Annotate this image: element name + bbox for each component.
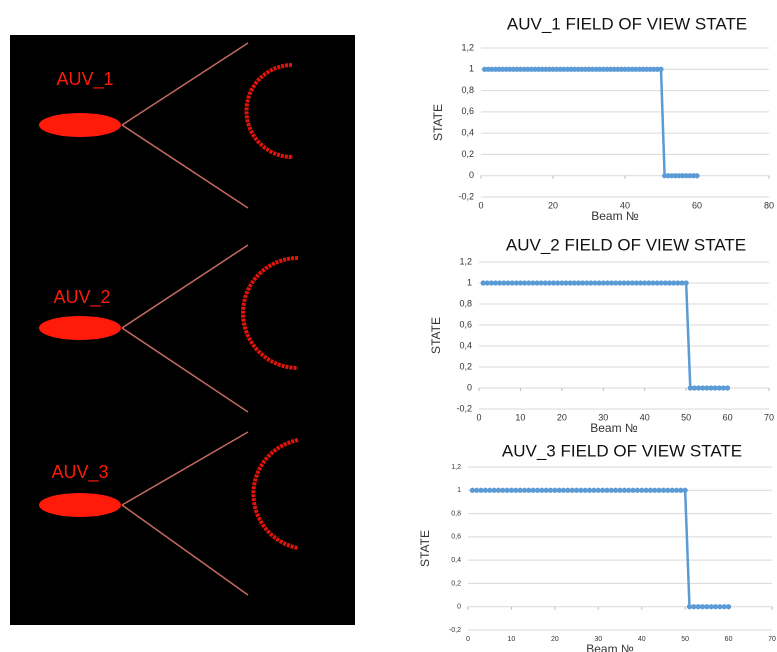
x-tick-label: 20 bbox=[551, 636, 559, 643]
chart-title: AUV_3 FIELD OF VIEW STATE bbox=[502, 441, 742, 460]
x-tick-label: 40 bbox=[638, 636, 646, 643]
auv-label: AUV_2 bbox=[53, 287, 110, 308]
y-tick-label: 0,4 bbox=[451, 557, 461, 564]
y-tick-label: 1 bbox=[457, 487, 461, 494]
page: AUV_1 AUV_2 AUV_3 AUV_1 FIELD OF VIEW ST… bbox=[0, 0, 777, 652]
y-tick-label: 1,2 bbox=[461, 42, 474, 52]
y-tick-label: 1 bbox=[467, 277, 472, 287]
x-tick-label: 60 bbox=[692, 200, 702, 210]
x-tick-label: 0 bbox=[476, 412, 481, 422]
x-tick-label: 50 bbox=[681, 412, 691, 422]
y-tick-label: 0,6 bbox=[461, 106, 474, 116]
data-line bbox=[483, 283, 727, 388]
y-tick-label: 0,8 bbox=[459, 298, 472, 308]
y-tick-label: 0 bbox=[467, 382, 472, 392]
x-tick-label: 10 bbox=[515, 412, 525, 422]
data-line bbox=[472, 490, 728, 606]
x-axis-label: Beam № bbox=[590, 421, 638, 435]
y-tick-label: 0 bbox=[469, 170, 474, 180]
x-tick-label: 40 bbox=[640, 412, 650, 422]
x-tick-label: 80 bbox=[764, 200, 774, 210]
data-point bbox=[683, 488, 688, 493]
x-axis-label: Beam № bbox=[586, 642, 634, 652]
x-tick-label: 50 bbox=[681, 636, 689, 643]
y-axis-label: STATE bbox=[431, 104, 445, 141]
x-tick-label: 60 bbox=[725, 636, 733, 643]
x-tick-label: 0 bbox=[478, 200, 483, 210]
x-tick-label: 60 bbox=[723, 412, 733, 422]
y-tick-label: 0 bbox=[457, 604, 461, 611]
y-tick-label: 1,2 bbox=[459, 256, 472, 266]
y-tick-label: 0,2 bbox=[461, 149, 474, 159]
auv-body bbox=[39, 113, 121, 137]
y-tick-label: 0,2 bbox=[451, 580, 461, 587]
x-tick-label: 0 bbox=[466, 636, 470, 643]
y-tick-label: -0,2 bbox=[449, 627, 461, 634]
auv-body bbox=[39, 316, 121, 340]
y-tick-label: 0,4 bbox=[459, 340, 472, 350]
data-point bbox=[725, 385, 730, 390]
x-tick-label: 20 bbox=[557, 412, 567, 422]
x-tick-label: 10 bbox=[508, 636, 516, 643]
x-tick-label: 70 bbox=[764, 412, 774, 422]
y-tick-label: 0,8 bbox=[451, 510, 461, 517]
y-tick-label: 0,6 bbox=[451, 534, 461, 541]
data-point bbox=[684, 280, 689, 285]
y-tick-label: 1 bbox=[469, 64, 474, 74]
x-tick-label: 20 bbox=[548, 200, 558, 210]
chart-title: AUV_2 FIELD OF VIEW STATE bbox=[506, 235, 746, 254]
y-tick-label: 0,6 bbox=[459, 319, 472, 329]
auv-body bbox=[39, 493, 121, 517]
y-tick-label: -0,2 bbox=[458, 191, 474, 201]
auv-label: AUV_1 bbox=[56, 69, 113, 90]
data-point bbox=[658, 67, 663, 72]
x-axis-label: Beam № bbox=[591, 209, 639, 223]
data-point bbox=[726, 604, 731, 609]
y-axis-label: STATE bbox=[418, 530, 432, 567]
auv-label: AUV_3 bbox=[51, 462, 108, 483]
y-tick-label: -0,2 bbox=[456, 403, 472, 413]
x-tick-label: 70 bbox=[768, 636, 776, 643]
y-tick-label: 0,8 bbox=[461, 85, 474, 95]
y-tick-label: 0,2 bbox=[459, 361, 472, 371]
data-line bbox=[485, 69, 697, 175]
data-point bbox=[694, 173, 699, 178]
chart-title: AUV_1 FIELD OF VIEW STATE bbox=[507, 14, 747, 33]
y-tick-label: 1,2 bbox=[451, 464, 461, 471]
y-tick-label: 0,4 bbox=[461, 128, 474, 138]
y-axis-label: STATE bbox=[429, 317, 443, 354]
